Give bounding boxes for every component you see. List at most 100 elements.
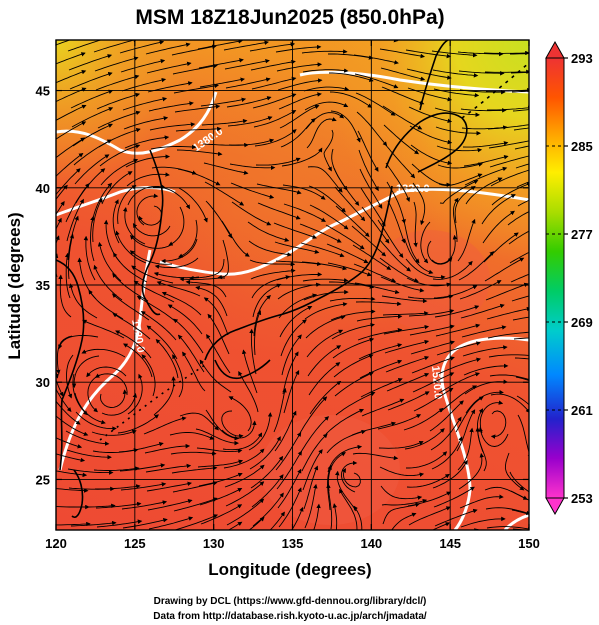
colorbar-tick-label: 261 <box>571 403 593 418</box>
streamline <box>200 97 247 107</box>
streamline <box>83 235 96 281</box>
streamline <box>377 219 404 259</box>
streamline <box>221 420 257 439</box>
streamline <box>385 162 410 203</box>
streamline <box>280 319 307 357</box>
streamline <box>514 145 529 150</box>
colorbar-ticks: 293 285 277 269 261 253 <box>546 51 593 506</box>
streamline <box>95 74 140 91</box>
streamline <box>71 107 114 128</box>
streamline <box>56 52 86 65</box>
streamline <box>378 440 424 449</box>
streamline <box>356 314 403 322</box>
streamline <box>122 96 168 111</box>
streamline <box>510 490 529 501</box>
streamline <box>65 430 110 446</box>
streamline <box>433 486 475 508</box>
streamline <box>72 373 88 416</box>
streamline <box>478 427 509 447</box>
streamline <box>463 363 509 376</box>
contour-line <box>503 513 529 530</box>
streamline <box>90 215 95 262</box>
y-tick-label: 25 <box>36 472 50 487</box>
streamline <box>132 223 171 237</box>
streamline <box>82 319 125 339</box>
streamline <box>254 310 262 356</box>
streamline <box>91 429 137 436</box>
streamline <box>335 391 376 416</box>
streamline <box>309 204 349 230</box>
streamline <box>299 396 328 434</box>
streamline <box>360 187 386 227</box>
streamline <box>406 68 452 80</box>
streamline <box>457 218 476 262</box>
streamline <box>405 258 446 280</box>
streamline <box>354 73 399 89</box>
streamline <box>177 168 221 186</box>
streamline <box>308 362 341 396</box>
streamline <box>178 187 208 223</box>
streamline <box>56 137 86 159</box>
streamline <box>302 278 349 283</box>
streamline <box>411 356 455 374</box>
streamline <box>327 35 372 37</box>
streamline <box>56 152 84 177</box>
streamline <box>430 416 462 451</box>
lat-lon-grid <box>56 40 529 530</box>
streamline <box>274 241 320 254</box>
streamline <box>540 549 584 555</box>
streamline <box>121 77 167 92</box>
streamline <box>281 147 323 167</box>
streamline <box>174 514 219 530</box>
streamline <box>475 427 487 472</box>
streamline <box>143 416 187 435</box>
streamline <box>56 415 89 436</box>
streamline <box>229 163 276 170</box>
streamline <box>179 276 225 282</box>
streamline <box>56 388 72 412</box>
streamline <box>252 93 297 109</box>
streamline <box>93 21 136 33</box>
streamline <box>410 340 455 355</box>
streamline <box>511 509 529 515</box>
streamline <box>99 389 128 408</box>
streamline <box>182 351 206 392</box>
streamline <box>377 414 422 430</box>
streamline <box>150 535 193 548</box>
streamline <box>96 519 143 528</box>
streamline <box>206 334 231 374</box>
streamline <box>207 313 230 355</box>
x-tick-label: 130 <box>203 536 225 551</box>
streamline <box>225 481 265 507</box>
streamline <box>326 243 369 264</box>
streamline <box>282 184 326 200</box>
streamline <box>479 400 504 434</box>
streamline <box>100 158 139 186</box>
streamline <box>323 129 334 172</box>
streamline <box>138 205 163 226</box>
colorbar: 293 285 277 269 261 253 <box>545 40 593 516</box>
streamline <box>307 166 343 193</box>
streamline <box>119 463 166 472</box>
streamline <box>356 111 388 147</box>
streamline <box>456 409 476 452</box>
streamline <box>225 77 271 89</box>
streamline <box>432 69 479 78</box>
streamline <box>464 166 508 186</box>
contour-line <box>159 187 529 276</box>
streamline <box>171 465 218 474</box>
streamline <box>146 325 178 360</box>
streamline <box>56 217 62 230</box>
streamline <box>74 154 110 185</box>
streamline <box>130 234 172 249</box>
streamline <box>351 225 387 257</box>
streamline <box>98 127 141 148</box>
streamline <box>464 379 508 395</box>
streamline <box>87 374 101 413</box>
streamline <box>171 44 217 56</box>
streamline <box>329 281 375 289</box>
x-tick-label: 145 <box>439 536 461 551</box>
streamline <box>275 29 320 34</box>
streamline <box>56 87 87 103</box>
